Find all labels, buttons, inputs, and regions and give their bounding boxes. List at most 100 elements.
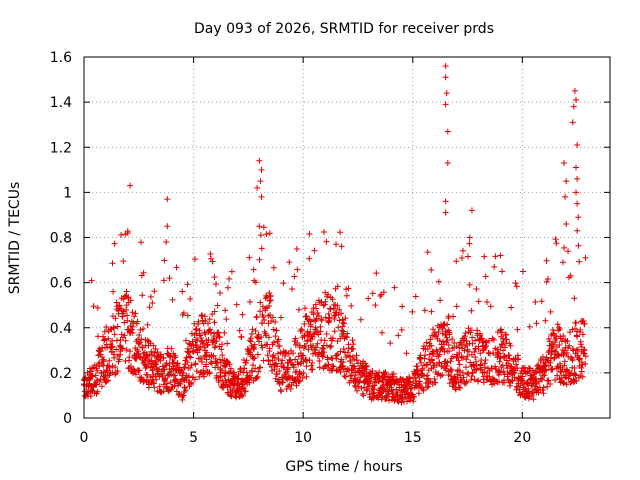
data-point <box>466 234 473 241</box>
data-point <box>210 352 217 359</box>
data-point <box>226 361 233 368</box>
data-point <box>250 346 257 352</box>
data-point <box>203 356 210 363</box>
data-point <box>414 363 421 370</box>
data-point <box>565 375 572 382</box>
data-point <box>539 387 546 394</box>
data-point <box>136 353 143 360</box>
data-point <box>190 348 197 355</box>
data-point <box>94 388 101 395</box>
data-point <box>571 87 578 94</box>
data-point <box>538 298 545 305</box>
data-point <box>290 364 297 371</box>
data-point <box>576 355 583 362</box>
data-point <box>225 284 232 291</box>
data-point <box>133 355 140 362</box>
data-point <box>189 338 196 345</box>
data-point <box>559 366 566 373</box>
data-point <box>557 360 564 367</box>
data-point <box>506 355 513 362</box>
data-point <box>494 346 501 353</box>
data-point <box>252 327 259 334</box>
data-point <box>180 310 187 317</box>
data-point <box>168 371 175 378</box>
data-point <box>436 337 443 344</box>
data-point <box>330 363 337 370</box>
data-point <box>358 385 365 392</box>
data-point <box>515 374 522 381</box>
data-point <box>182 387 189 394</box>
data-point <box>579 331 586 338</box>
data-point <box>456 361 463 368</box>
data-point <box>174 360 181 367</box>
data-point <box>444 359 451 366</box>
data-point <box>340 359 347 366</box>
data-point <box>131 313 138 320</box>
data-point <box>468 373 475 380</box>
data-point <box>216 356 223 363</box>
data-point <box>443 90 450 97</box>
data-point <box>574 346 581 353</box>
data-point <box>502 353 508 360</box>
data-point <box>363 362 370 369</box>
data-point <box>256 157 263 164</box>
data-point <box>260 314 267 321</box>
data-point <box>430 326 437 333</box>
data-point <box>119 345 126 352</box>
data-point <box>113 337 120 344</box>
data-point <box>295 361 302 368</box>
data-point <box>348 302 355 309</box>
data-point <box>276 343 283 350</box>
data-point <box>257 178 264 185</box>
data-point <box>333 352 340 359</box>
data-point <box>306 357 313 364</box>
y-tick-label: 0.8 <box>50 231 72 247</box>
data-point <box>421 307 428 314</box>
data-point <box>366 380 373 387</box>
data-point <box>293 382 300 389</box>
data-point <box>94 367 101 374</box>
y-tick-label: 0.4 <box>50 321 72 337</box>
data-point <box>571 364 578 371</box>
data-point <box>258 166 265 173</box>
data-point <box>360 392 367 399</box>
data-point <box>222 307 229 314</box>
data-point <box>577 326 584 333</box>
data-point <box>336 306 343 313</box>
data-point <box>391 284 398 291</box>
data-point <box>322 298 329 305</box>
data-point <box>551 354 558 361</box>
data-point <box>478 366 485 373</box>
data-point <box>307 318 314 325</box>
data-point <box>552 376 559 383</box>
data-point <box>439 338 446 345</box>
data-point <box>475 345 482 352</box>
data-point <box>544 383 551 390</box>
data-point <box>469 340 476 347</box>
data-point <box>337 369 344 376</box>
data-point <box>366 391 373 398</box>
data-point <box>243 369 250 376</box>
data-point <box>285 383 292 390</box>
data-point <box>542 317 549 324</box>
data-point <box>424 346 431 353</box>
data-point <box>140 269 147 276</box>
data-point <box>212 355 219 362</box>
data-point <box>501 344 508 351</box>
data-point <box>563 178 570 185</box>
data-point <box>351 382 358 389</box>
data-point <box>378 390 385 397</box>
data-point <box>296 371 303 378</box>
data-point <box>533 368 540 375</box>
data-point <box>246 379 253 386</box>
data-point <box>442 74 449 81</box>
data-point <box>498 326 505 333</box>
data-point <box>471 376 478 383</box>
data-point <box>432 379 439 386</box>
data-point <box>147 293 154 300</box>
data-point <box>244 375 251 382</box>
data-point <box>264 352 271 359</box>
data-point <box>567 272 574 279</box>
data-point <box>481 364 488 371</box>
data-point <box>166 275 173 282</box>
